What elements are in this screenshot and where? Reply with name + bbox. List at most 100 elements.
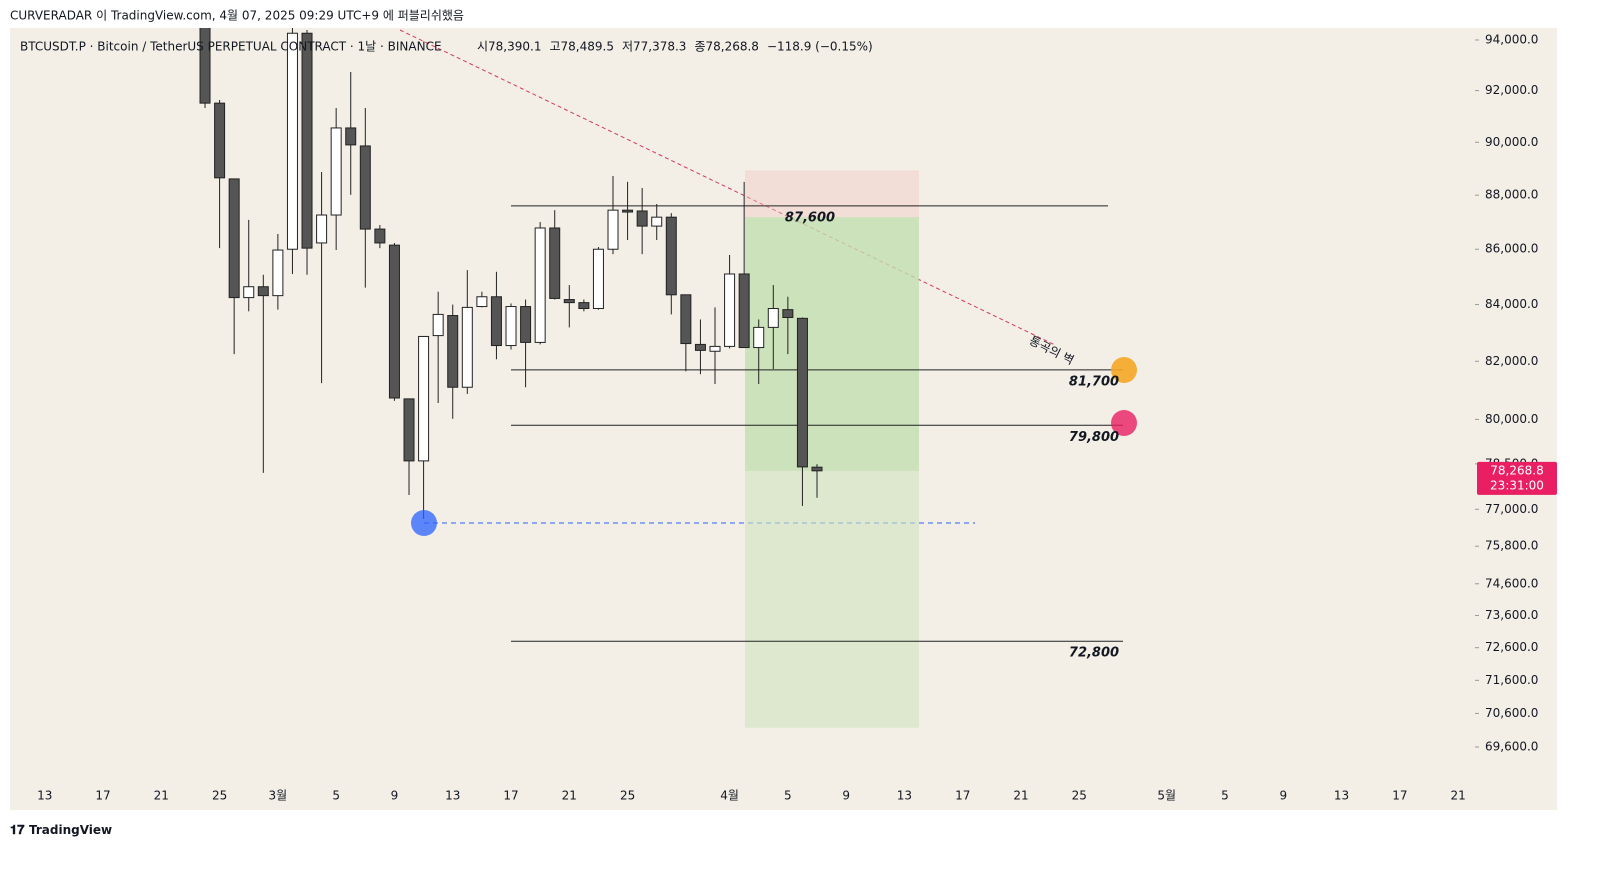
position-progress xyxy=(745,217,919,471)
candle-body xyxy=(636,210,648,227)
y-tick-label: 84,000.0 xyxy=(1485,297,1538,311)
candle-body xyxy=(257,286,269,297)
candle-body xyxy=(476,296,488,308)
candle-body xyxy=(796,317,808,468)
candle-body xyxy=(418,335,430,462)
ohlc-value: −118.9 (−0.15%) xyxy=(767,40,873,54)
y-tick-label: 71,600.0 xyxy=(1485,673,1538,687)
candle-body xyxy=(214,102,226,179)
candle-body xyxy=(578,302,590,310)
y-tick-label: 92,000.0 xyxy=(1485,83,1538,97)
level-label: 81,700 xyxy=(1069,374,1119,389)
candle-body xyxy=(622,209,634,213)
y-tick-label: 69,600.0 xyxy=(1485,739,1538,753)
symbol: BTCUSDT.P · Bitcoin / TetherUS PERPETUAL… xyxy=(20,40,442,54)
candle-body xyxy=(549,227,561,299)
candle-body xyxy=(403,398,415,462)
candle-body xyxy=(388,244,400,399)
candle-body xyxy=(753,326,765,349)
candle-body xyxy=(228,178,240,299)
x-tick-label: 17 xyxy=(955,789,970,803)
countdown-label: 23:31:00 xyxy=(1490,478,1544,492)
candle-body xyxy=(316,214,328,244)
ohlc-value: 시78,390.1 xyxy=(477,40,541,54)
candle-body xyxy=(782,309,794,319)
candle-body xyxy=(461,306,473,388)
y-tick-label: 73,600.0 xyxy=(1485,608,1538,622)
x-tick-label: 21 xyxy=(1450,789,1465,803)
candle-body xyxy=(374,228,386,244)
candle-body xyxy=(272,249,284,297)
y-tick-label: 82,000.0 xyxy=(1485,354,1538,368)
candle-body xyxy=(505,306,517,347)
x-tick-label: 9 xyxy=(1279,789,1287,803)
ohlc-legend: 시78,390.1 고78,489.5 저77,378.3 종78,268.8 −118… xyxy=(477,40,873,54)
x-tick-label: 25 xyxy=(1072,789,1087,803)
candle-body xyxy=(330,127,342,216)
candle-body xyxy=(811,466,823,472)
candle-body xyxy=(359,145,371,230)
candle-body xyxy=(520,306,532,343)
level-label: 79,800 xyxy=(1069,430,1119,445)
candle-body xyxy=(286,32,298,250)
candle-body xyxy=(432,313,444,337)
x-tick-label: 21 xyxy=(1013,789,1028,803)
x-tick-label: 5월 xyxy=(1157,789,1176,803)
x-tick-label: 25 xyxy=(620,789,635,803)
last-price-label: 78,268.8 xyxy=(1490,463,1543,477)
candle-body xyxy=(694,343,706,351)
x-tick-label: 13 xyxy=(445,789,460,803)
level-label: 87,600 xyxy=(785,210,835,225)
y-tick-label: 77,000.0 xyxy=(1485,502,1538,516)
candle-body xyxy=(534,227,546,343)
x-tick-label: 4월 xyxy=(720,789,739,803)
candle-body xyxy=(665,216,677,296)
candle-body xyxy=(709,345,721,352)
x-tick-label: 13 xyxy=(897,789,912,803)
x-tick-label: 5 xyxy=(784,789,792,803)
ohlc-value: 저77,378.3 xyxy=(622,40,686,54)
candle-body xyxy=(490,296,502,347)
y-tick-label: 72,600.0 xyxy=(1485,640,1538,654)
x-tick-label: 21 xyxy=(154,789,169,803)
candle-body xyxy=(651,216,663,227)
marker-pink xyxy=(1111,410,1137,436)
candle-body xyxy=(724,273,736,347)
x-tick-label: 17 xyxy=(503,789,518,803)
ohlc-value: 고78,489.5 xyxy=(549,40,613,54)
candle-body xyxy=(345,127,357,146)
x-tick-label: 5 xyxy=(332,789,340,803)
x-tick-label: 3월 xyxy=(269,789,288,803)
last-price-tag xyxy=(1477,461,1557,495)
x-tick-label: 17 xyxy=(95,789,110,803)
candle-body xyxy=(767,308,779,328)
x-tick-label: 13 xyxy=(1334,789,1349,803)
x-tick-label: 9 xyxy=(842,789,850,803)
marker-orange xyxy=(1111,357,1137,383)
plot-area xyxy=(199,28,1123,728)
y-tick-label: 74,600.0 xyxy=(1485,576,1538,590)
level-label: 72,800 xyxy=(1069,646,1119,661)
brand-name: TradingView xyxy=(29,823,112,837)
y-tick-label: 70,600.0 xyxy=(1485,706,1538,720)
y-tick-label: 94,000.0 xyxy=(1485,32,1538,46)
y-tick-label: 75,800.0 xyxy=(1485,539,1538,553)
y-tick-label: 86,000.0 xyxy=(1485,242,1538,256)
x-tick-label: 13 xyxy=(37,789,52,803)
position-risk xyxy=(745,170,919,218)
trend-line xyxy=(399,29,1056,346)
x-tick-label: 25 xyxy=(212,789,227,803)
candle-body xyxy=(243,286,255,299)
marker-blue xyxy=(411,510,437,536)
x-tick-label: 17 xyxy=(1392,789,1407,803)
candle-body xyxy=(680,294,692,345)
candle-body xyxy=(738,273,750,349)
x-tick-label: 5 xyxy=(1221,789,1229,803)
ohlc-value: 종78,268.8 xyxy=(694,40,758,54)
candle-body xyxy=(301,32,313,249)
y-tick-label: 80,000.0 xyxy=(1485,412,1538,426)
candle-body xyxy=(592,248,604,310)
x-tick-label: 21 xyxy=(562,789,577,803)
x-tick-label: 9 xyxy=(391,789,399,803)
